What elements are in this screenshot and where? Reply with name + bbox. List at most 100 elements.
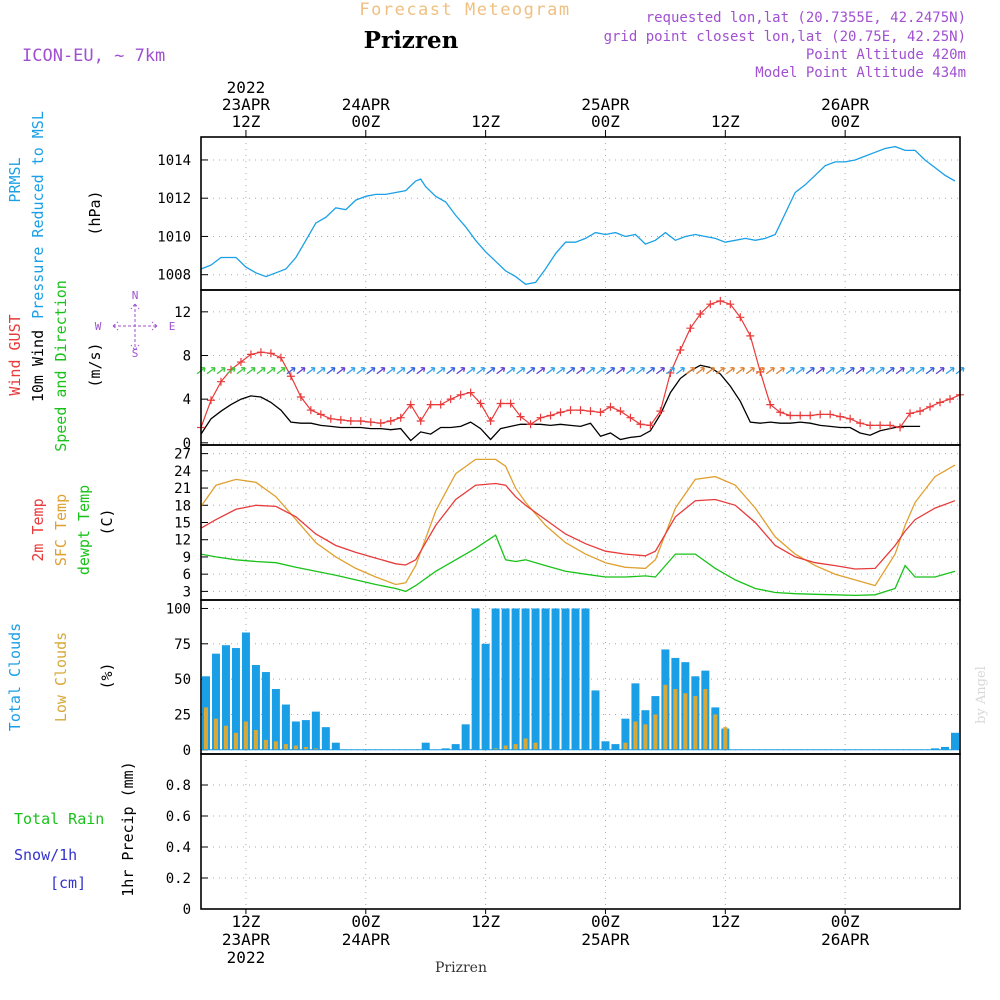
wind-gust-marker <box>716 296 725 305</box>
wind-gust-marker <box>826 410 835 419</box>
model-label: ICON-EU, ~ 7km <box>22 46 165 66</box>
total-cloud-bar <box>951 732 960 750</box>
bottom-time-label: 12Z <box>711 912 740 931</box>
wind-direction-arrow <box>675 367 685 375</box>
wind-speed-line <box>200 364 921 442</box>
panel-pressure: 1008 1010 1012 1014 <box>157 137 960 290</box>
bottom-time-label: 26APR <box>821 930 870 949</box>
y-tick-label: 1010 <box>157 229 191 245</box>
total-cloud-bar <box>331 742 340 750</box>
y-tick-label: 0 <box>183 436 191 452</box>
bottom-time-label: 2022 <box>227 948 266 967</box>
low-cloud-bar <box>663 684 668 750</box>
wind-gust-marker <box>376 419 385 428</box>
wind-direction-arrow <box>905 367 915 375</box>
wind-direction-arrow <box>346 367 356 375</box>
wind-direction-arrow <box>885 367 895 375</box>
low-cloud-bar <box>513 744 518 750</box>
wind-direction-arrow <box>486 367 496 375</box>
panel-clouds: 0 25 50 75 100 <box>166 600 960 759</box>
y-tick-label: 12 <box>174 305 191 321</box>
wind-gust-marker <box>236 358 245 367</box>
low-cloud-bar <box>653 714 658 750</box>
total-cloud-bar <box>521 608 530 750</box>
wind-gust-marker <box>626 413 635 422</box>
low-cloud-bar <box>523 738 528 750</box>
bottom-time-label: 23APR <box>222 930 271 949</box>
low-cloud-bar <box>243 721 248 750</box>
wind-gust-marker <box>566 406 575 415</box>
low-cloud-bar <box>703 689 708 750</box>
wind-gust-marker <box>606 402 615 411</box>
low-cloud-bar <box>493 748 498 750</box>
t2m-line <box>200 482 956 570</box>
wind-direction-arrow <box>236 367 246 375</box>
wind-gust-marker <box>896 423 905 432</box>
total-cloud-bar <box>451 744 460 750</box>
y-tick-label: 25 <box>174 707 191 723</box>
dewpoint-line <box>200 534 956 597</box>
wind-gust-marker <box>536 413 545 422</box>
low-cloud-bar <box>283 744 288 750</box>
wind-gust-marker <box>406 400 415 409</box>
low-cloud-bar <box>273 741 278 750</box>
y-tick-label: 75 <box>174 637 191 653</box>
y-tick-label: 50 <box>174 672 191 688</box>
top-time-label: 23APR <box>222 95 271 114</box>
wind-direction-arrow <box>805 367 815 375</box>
total-cloud-bar <box>271 689 280 750</box>
total-cloud-bar <box>211 653 220 750</box>
wind-gust-marker <box>326 414 335 423</box>
wind-gust-marker <box>306 406 315 415</box>
wind-gust-marker <box>356 416 365 425</box>
y-tick-label: 18 <box>174 498 191 514</box>
wind-gust-marker <box>686 324 695 333</box>
total-cloud-bar <box>941 746 950 750</box>
wind-gust-marker <box>736 313 745 322</box>
wind-direction-arrow <box>785 367 795 375</box>
snow-unit-label: [cm] <box>50 874 86 892</box>
panel-precipitation: 0 0.2 0.4 0.6 0.8 <box>166 754 960 918</box>
wind-direction-arrow <box>546 367 556 375</box>
wind-gust-marker <box>806 411 815 420</box>
total-cloud-bar <box>611 744 620 750</box>
bottom-time-label: 24APR <box>342 930 391 949</box>
wind-direction-arrow <box>815 367 825 375</box>
wind-gust-marker <box>726 300 735 309</box>
wind-gust-marker <box>526 420 535 429</box>
wind-direction-arrow <box>875 367 885 375</box>
precip-unit: 1hr Precip (mm) <box>119 761 137 896</box>
low-cloud-bar <box>303 746 308 750</box>
wind-unit: (m/s) <box>86 342 104 387</box>
compass-w: W <box>95 320 102 333</box>
top-time-label: 00Z <box>591 112 620 131</box>
wind-direction-arrow <box>376 367 386 375</box>
wind-gust-marker <box>446 395 455 404</box>
wind-direction-arrow <box>586 367 596 375</box>
wind-gust-marker <box>616 407 625 416</box>
wind-direction-arrow <box>286 367 296 375</box>
wind-direction-arrow <box>855 367 865 375</box>
wind-gust-marker <box>426 400 435 409</box>
wind-gust-marker <box>876 421 885 430</box>
wind-gust-marker <box>206 396 215 405</box>
wind-direction-arrow <box>755 367 765 375</box>
wind-direction-arrow <box>246 367 256 375</box>
y-tick-label: 24 <box>174 464 191 480</box>
footer-location: Prizren <box>435 960 487 976</box>
bottom-time-label: 00Z <box>831 912 860 931</box>
total-cloud-bar <box>591 690 600 750</box>
wind-gust-marker <box>296 392 305 401</box>
wind-direction-arrow <box>725 367 735 375</box>
low-cloud-bar <box>633 721 638 750</box>
credit-watermark: by Angel <box>974 666 989 724</box>
wind-direction-arrow <box>536 367 546 375</box>
wind-direction-arrow <box>865 367 875 375</box>
y-tick-label: 8 <box>183 348 191 364</box>
wind-gust-marker <box>946 395 955 404</box>
low-cloud-bar <box>313 748 318 750</box>
wind-gust-marker <box>756 367 765 376</box>
wind-direction-arrow <box>596 367 606 375</box>
wind-direction-arrow <box>656 367 666 375</box>
